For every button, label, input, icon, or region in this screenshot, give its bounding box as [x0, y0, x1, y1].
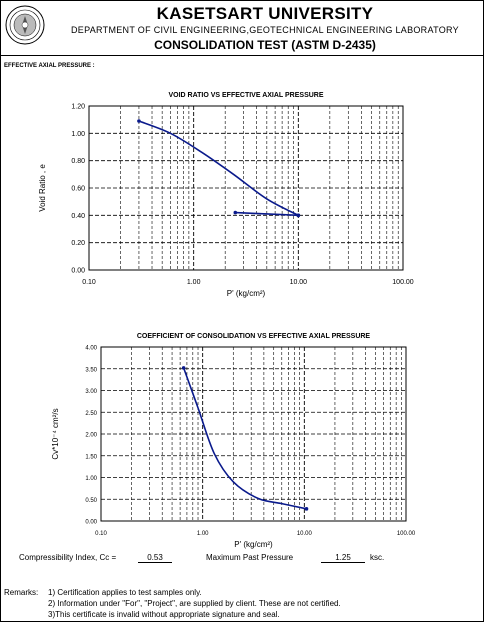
- remarks-label: Remarks:: [4, 588, 39, 597]
- chart1-series-2-line: [235, 211, 299, 217]
- test-title: CONSOLIDATION TEST (ASTM D-2435): [154, 38, 376, 52]
- chart1-x-tick-label: 1.00: [187, 279, 201, 286]
- chart2-plot-frame: [100, 346, 407, 522]
- chart2-x-tick-label: 0.10: [95, 531, 107, 537]
- remark-item: 3)This certificate is invalid without ap…: [48, 610, 280, 619]
- mpp-label: Maximum Past Pressure: [206, 553, 294, 562]
- chart1-y-tick-label: 1.00: [71, 131, 85, 138]
- cc-label: Compressibility Index, Cc =: [19, 553, 117, 562]
- chart1-series-2-point: [296, 213, 301, 218]
- chart2-y-tick-label: 1.00: [85, 476, 97, 482]
- chart1-series-2-point: [233, 210, 238, 215]
- chart2-series-1-point: [304, 507, 309, 511]
- effective-axial-pressure-label: EFFECTIVE AXIAL PRESSURE :: [4, 63, 95, 69]
- void-ratio-chart: VOID RATIO VS EFFECTIVE AXIAL PRESSURE 0.…: [38, 92, 414, 298]
- chart2-x-tick-label: 1.00: [197, 531, 209, 537]
- chart1-title: VOID RATIO VS EFFECTIVE AXIAL PRESSURE: [168, 92, 323, 99]
- chart1-x-axis-label: P' (kg/cm²): [227, 289, 266, 298]
- chart2-y-tick-label: 3.50: [85, 367, 97, 373]
- chart2-x-axis-label: P' (kg/cm²): [234, 540, 273, 549]
- remark-item: 2) Information under "For", "Project", a…: [48, 599, 341, 608]
- chart1-y-tick-label: 0.20: [71, 240, 85, 247]
- chart1-x-tick-label: 0.10: [82, 279, 96, 286]
- chart1-x-tick-label: 100.00: [392, 279, 414, 286]
- chart2-y-tick-label: 0.50: [85, 498, 97, 504]
- chart1-plot-frame: [88, 105, 404, 271]
- chart2-x-tick-label: 100.00: [397, 531, 416, 537]
- chart2-y-tick-label: 2.50: [85, 411, 97, 417]
- chart2-x-tick-label: 10.00: [297, 531, 313, 537]
- department-name: DEPARTMENT OF CIVIL ENGINEERING,GEOTECHN…: [70, 25, 459, 35]
- chart1-y-axis-label: Void Ratio , e: [38, 164, 47, 212]
- university-seal-icon: [5, 5, 45, 45]
- chart2-series-1-point: [181, 366, 186, 370]
- chart1-series-1-line: [138, 120, 299, 217]
- chart2-y-tick-label: 2.00: [85, 433, 97, 439]
- university-name: KASETSART UNIVERSITY: [156, 4, 374, 23]
- results-row: Compressibility Index, Cc = 0.53 Maximum…: [1, 553, 483, 569]
- chart2-title: COEFFICIENT OF CONSOLIDATION VS EFFECTIV…: [137, 333, 371, 340]
- cc-value: 0.53: [138, 553, 172, 563]
- header-divider: [1, 55, 483, 56]
- chart2-y-tick-label: 0.00: [85, 520, 97, 526]
- chart1-y-tick-label: 0.00: [71, 268, 85, 275]
- chart2-y-tick-label: 1.50: [85, 454, 97, 460]
- remark-item: 1) Certification applies to test samples…: [48, 588, 202, 597]
- mpp-value: 1.25: [321, 553, 365, 563]
- chart2-y-axis-label: Cv*10⁻⁴ cm²/s: [51, 408, 60, 459]
- chart2-y-tick-label: 3.00: [85, 389, 97, 395]
- chart1-y-tick-label: 1.20: [71, 104, 85, 111]
- chart1-y-tick-label: 0.80: [71, 158, 85, 165]
- chart1-series-1-point: [137, 119, 141, 123]
- chart2-y-tick-label: 4.00: [85, 346, 97, 352]
- chart1-x-tick-label: 10.00: [290, 279, 308, 286]
- consolidation-coefficient-chart: COEFFICIENT OF CONSOLIDATION VS EFFECTIV…: [51, 333, 416, 549]
- chart2-series-1-line: [182, 367, 307, 510]
- chart1-y-tick-label: 0.40: [71, 213, 85, 220]
- mpp-unit: ksc.: [370, 553, 385, 562]
- chart1-y-tick-label: 0.60: [71, 186, 85, 193]
